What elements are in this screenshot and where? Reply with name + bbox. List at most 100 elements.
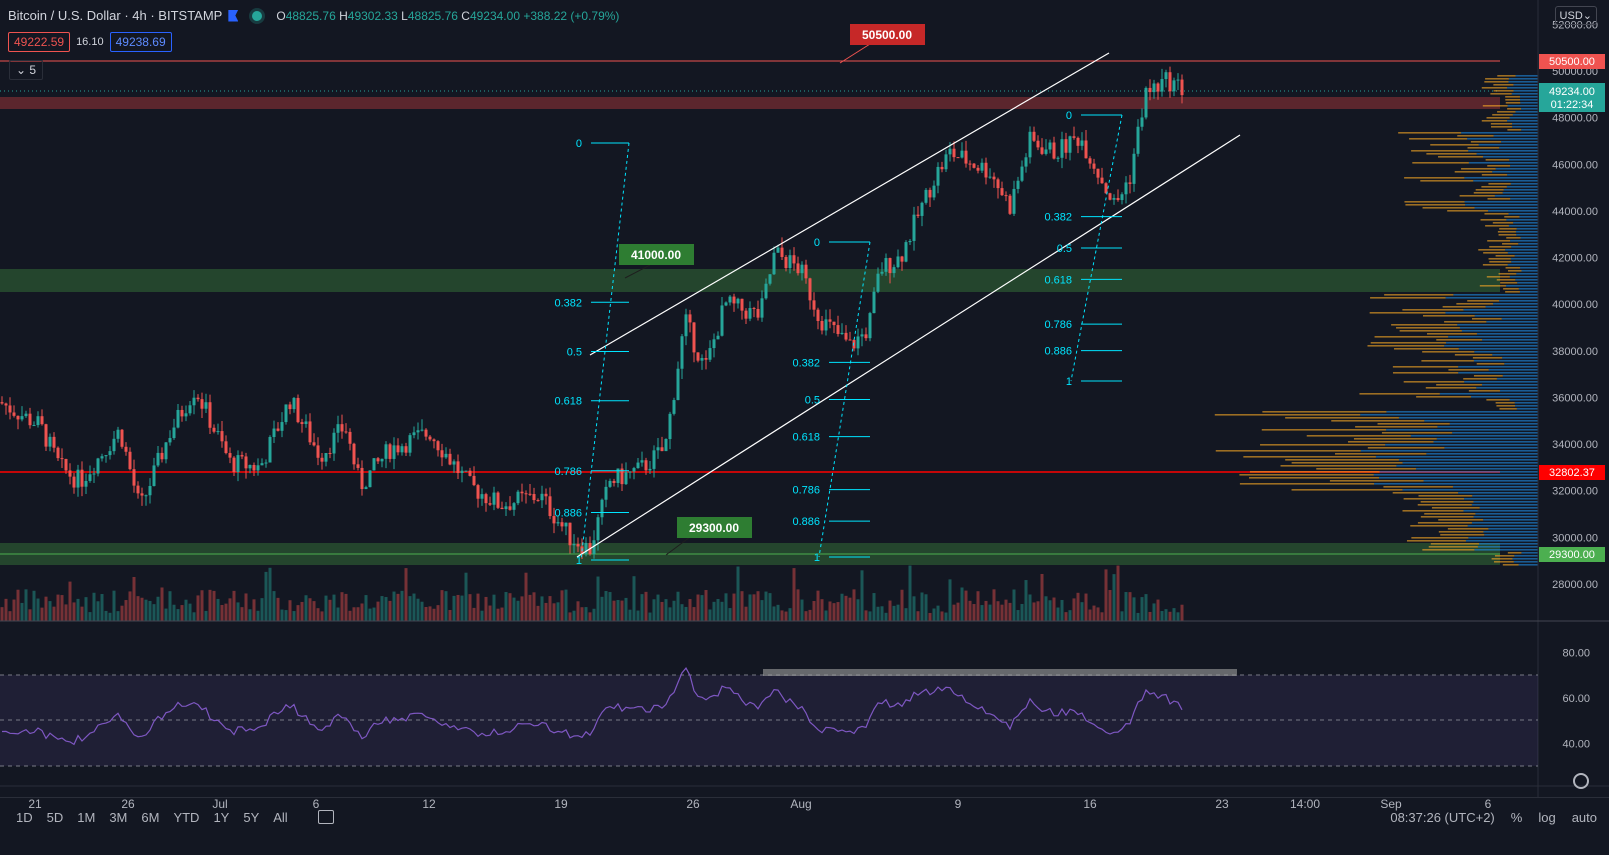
log-toggle[interactable]: log (1538, 809, 1556, 825)
volume-profile-bar-up (1513, 222, 1538, 224)
volume-profile-bar-up (1488, 528, 1538, 530)
volume-profile-bar-up (1503, 189, 1538, 191)
calendar-icon[interactable] (317, 810, 334, 824)
range-6m[interactable]: 6M (141, 809, 160, 825)
label-41000[interactable]: 41000.00 (619, 244, 694, 279)
volume-profile-bar-down (1329, 480, 1424, 482)
volume-bar (224, 603, 228, 621)
label-29300[interactable]: 29300.00 (665, 517, 752, 556)
candle-body (300, 422, 304, 425)
candle-body (128, 451, 132, 470)
candle-body (560, 522, 564, 527)
volume-profile-bar-up (1398, 417, 1538, 419)
volume-bar (1036, 601, 1040, 621)
volume-profile-bar-down (1404, 201, 1465, 203)
range-all[interactable]: All (273, 809, 288, 825)
candle-body (384, 444, 388, 459)
volume-bar (564, 589, 568, 621)
volume-bar (716, 599, 720, 621)
candle-body (180, 409, 184, 417)
candle-body (140, 493, 144, 496)
volume-profile-bar-down (1392, 492, 1459, 494)
symbol-title[interactable]: Bitcoin / U.S. Dollar · 4h · BITSTAMP (8, 8, 223, 23)
price-axis-label: 42000.00 (1552, 253, 1598, 265)
candle-body (464, 470, 468, 472)
fib-group[interactable]: 0 0.382 0.5 0.618 0.786 0.886 1 (1044, 110, 1123, 388)
settings-gear-icon[interactable] (1573, 773, 1589, 789)
volume-profile-bar-down (1430, 144, 1479, 146)
time-axis-label: 6 (313, 797, 320, 811)
volume-profile-bar-down (1473, 375, 1503, 377)
volume-bar (920, 592, 924, 621)
volume-profile-bar-down (1505, 267, 1521, 269)
range-1y[interactable]: 1Y (213, 809, 230, 825)
volume-profile-bar-down (1405, 204, 1466, 206)
currency-selector[interactable]: USD⌄ (1554, 6, 1597, 25)
candle-body (668, 413, 672, 440)
volume-bar (228, 598, 232, 621)
volume-bar (96, 601, 100, 621)
volume-profile-bar-up (1475, 513, 1538, 515)
volume-bar (104, 610, 108, 621)
volume-bar (40, 607, 44, 621)
volume-profile-bar-up (1467, 138, 1538, 140)
range-1d[interactable]: 1D (16, 809, 33, 825)
label-50500[interactable]: 50500.00 (839, 24, 925, 64)
volume-bar (700, 595, 704, 621)
indicators-toggle[interactable]: ⌄ 5 (9, 60, 44, 80)
volume-bar (748, 594, 752, 621)
volume-profile-bar-up (1521, 129, 1538, 131)
range-ytd[interactable]: YTD (173, 809, 200, 825)
volume-bar (732, 593, 736, 621)
sell-button[interactable]: 49222.59 (8, 32, 71, 52)
candle-body (236, 455, 240, 473)
rsi-axis-label: 60.00 (1562, 693, 1590, 705)
volume-bar (1028, 594, 1032, 621)
volume-profile-bar-down (1422, 207, 1475, 209)
channel-lower-line[interactable] (576, 134, 1241, 558)
candle-body (596, 517, 600, 541)
volume-bar (180, 605, 184, 621)
range-5d[interactable]: 5D (46, 809, 64, 825)
volume-bar (876, 606, 880, 621)
buy-button[interactable]: 49238.69 (109, 32, 172, 52)
fib-group[interactable]: 0 0.382 0.5 0.618 0.786 0.886 1 (792, 237, 871, 564)
volume-profile-bar-up (1507, 252, 1538, 254)
range-5y[interactable]: 5Y (243, 809, 260, 825)
fib-group[interactable]: 0 0.382 0.5 0.618 0.786 0.886 1 (554, 138, 630, 567)
range-3m[interactable]: 3M (109, 809, 128, 825)
volume-profile-bar-up (1433, 441, 1538, 443)
range-1m[interactable]: 1M (77, 809, 96, 825)
volume-profile-bar-down (1248, 477, 1380, 479)
price-axis[interactable]: 52000.0050000.0048000.0046000.0044000.00… (1552, 19, 1598, 591)
auto-toggle[interactable]: auto (1571, 809, 1597, 825)
volume-profile-bar-up (1472, 495, 1538, 497)
candle-body (664, 439, 668, 452)
candle-body (600, 499, 604, 518)
volume-profile-bar-down (1417, 504, 1472, 506)
tag-current-price: 49234.00 01:22:34 (1539, 83, 1605, 112)
time-axis[interactable]: 21 26 Jul 6 12 19 26 Aug 9 16 23 14:00 Sep 6 (28, 797, 1491, 811)
candle-body (804, 264, 808, 279)
candle-body (272, 428, 276, 438)
volume-profile-bar-up (1512, 126, 1538, 128)
flag-icon[interactable] (228, 9, 239, 22)
volume-profile-bar-up (1510, 240, 1538, 242)
volume-profile-bar-down (1492, 114, 1513, 116)
clock-text[interactable]: 08:37:26 (UTC+2) (1390, 809, 1495, 825)
volume-bar (796, 589, 800, 621)
candle-body (848, 339, 852, 341)
volume-profile-bar-down (1457, 135, 1494, 137)
volume-bar (336, 607, 340, 621)
channel-upper-line[interactable] (589, 52, 1110, 356)
percent-toggle[interactable]: % (1510, 809, 1523, 825)
volume-bar (756, 591, 760, 621)
rsi-resistance-box[interactable] (763, 669, 1237, 676)
volume-bar (568, 612, 572, 621)
candle-body (212, 427, 216, 432)
candle-body (896, 256, 900, 268)
fib-level-label: 0.5 (805, 395, 820, 407)
candle-body (832, 321, 836, 326)
